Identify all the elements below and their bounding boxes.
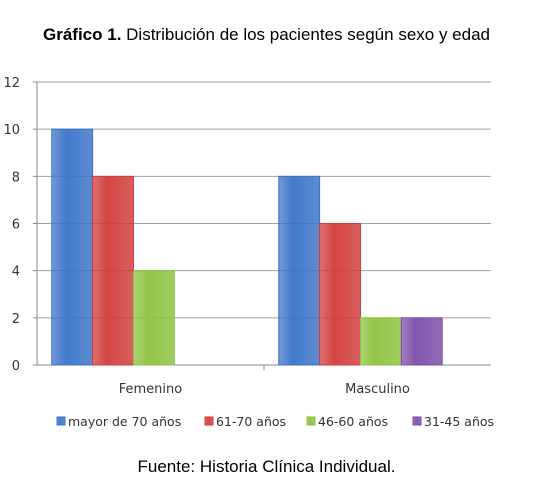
legend-swatch <box>306 416 316 426</box>
bar <box>132 270 175 366</box>
bar <box>359 317 402 366</box>
legend-label: mayor de 70 años <box>68 414 181 429</box>
bar <box>319 223 361 366</box>
chart-title: Gráfico 1. Distribución de los pacientes… <box>0 24 533 46</box>
legend-label: 61-70 años <box>216 414 286 429</box>
y-tick-label: 8 <box>12 170 20 185</box>
x-tick-label: Femenino <box>119 382 183 397</box>
legend-swatch <box>204 416 214 426</box>
y-tick-label: 10 <box>3 123 20 138</box>
legend-swatch <box>56 416 66 426</box>
y-tick-label: 0 <box>12 359 20 374</box>
bar <box>400 317 443 366</box>
legend-label: 31-45 años <box>424 414 494 429</box>
bar <box>92 175 134 366</box>
y-tick-label: 4 <box>12 265 20 280</box>
chart-title-text: Distribución de los pacientes según sexo… <box>126 25 490 44</box>
y-tick-label: 2 <box>12 312 20 327</box>
y-tick-label: 6 <box>12 218 20 233</box>
legend-swatch <box>412 416 422 426</box>
bar <box>278 175 321 366</box>
chart-title-number: Gráfico 1. <box>43 25 122 44</box>
legend-label: 46-60 años <box>318 414 388 429</box>
chart-source: Fuente: Historia Clínica Individual. <box>137 457 396 476</box>
y-tick-label: 12 <box>3 76 20 91</box>
x-tick-label: Masculino <box>345 382 410 397</box>
bar-chart: 0 2 4 6 8 10 12 Femenino Masculino mayor de 70 añ… <box>3 76 494 429</box>
bar <box>51 128 94 366</box>
